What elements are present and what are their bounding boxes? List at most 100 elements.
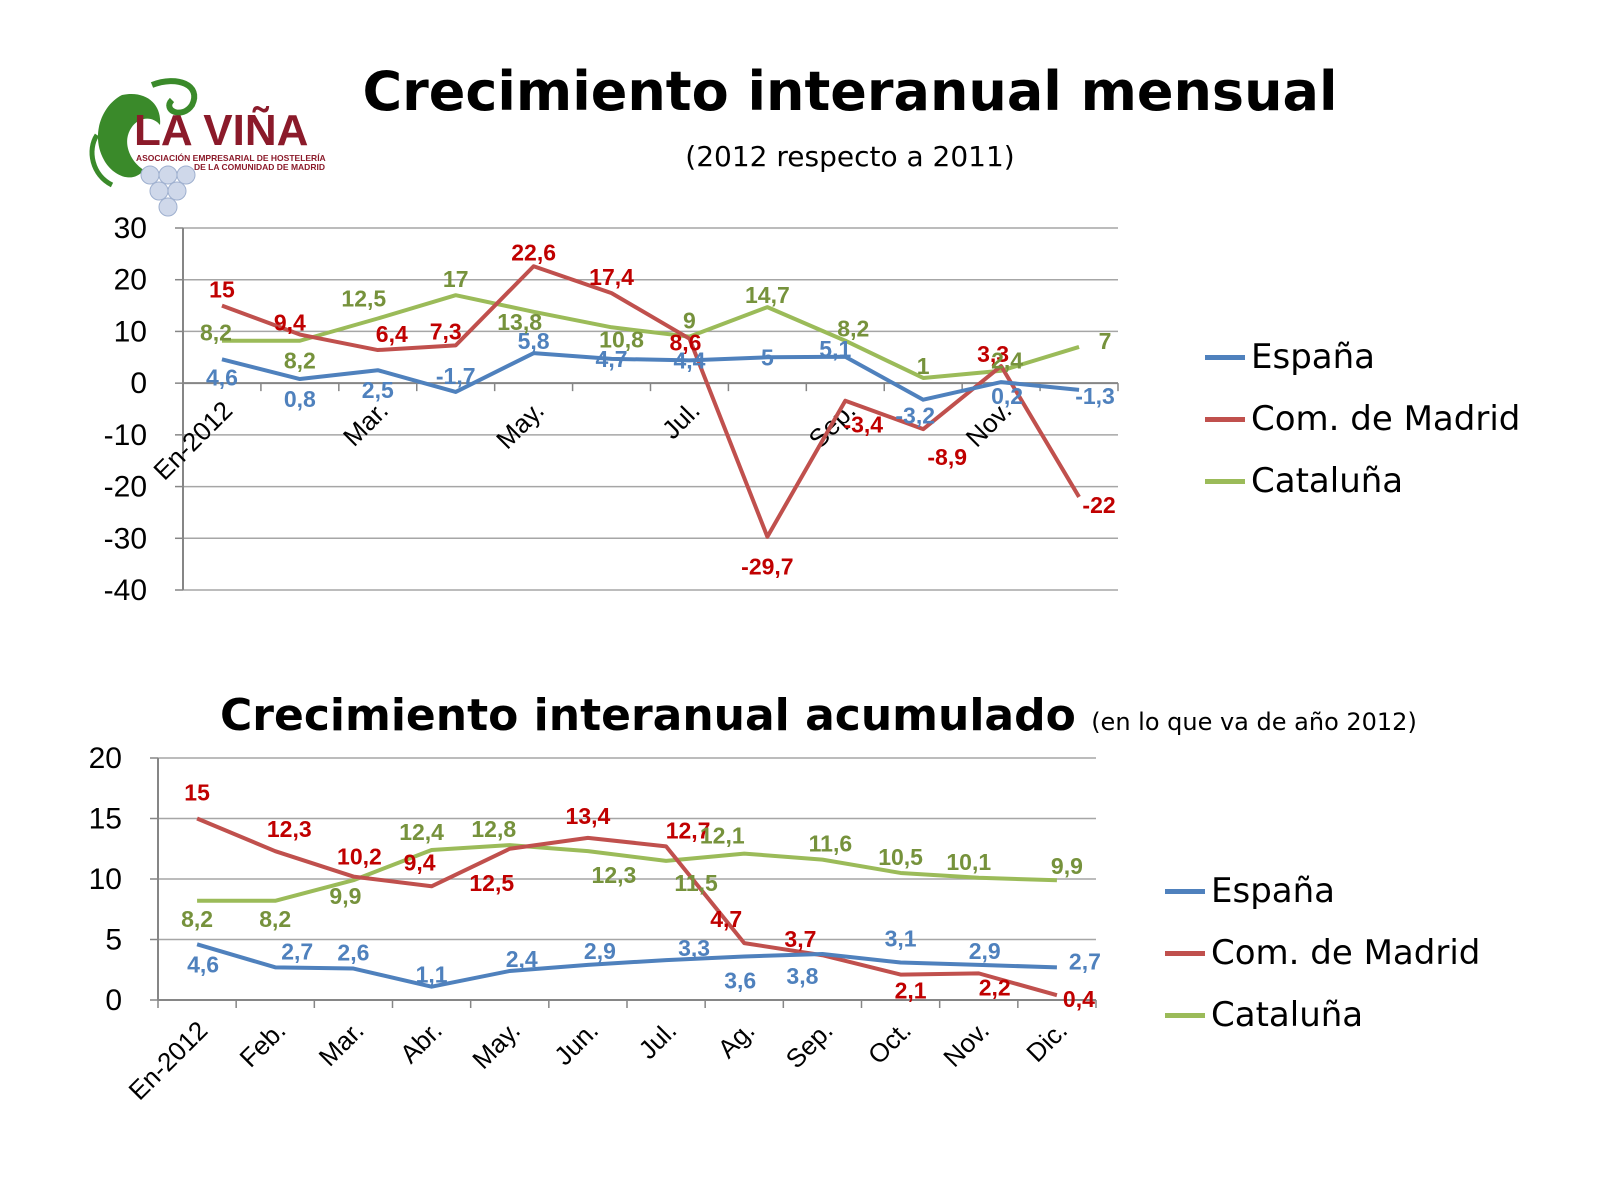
- data-label-madrid: 8,6: [669, 330, 701, 356]
- data-label-cataluna: 14,7: [745, 282, 790, 308]
- legend-item-cataluna: Cataluña: [1165, 984, 1480, 1046]
- x-tick-label: Ag.: [712, 1015, 761, 1064]
- data-label-cataluna: 13,8: [497, 309, 542, 335]
- legend-label: España: [1251, 337, 1375, 377]
- y-tick-label: 5: [105, 924, 122, 957]
- data-label-madrid: 10,2: [337, 844, 382, 870]
- legend-swatch: [1165, 1012, 1205, 1018]
- x-tick-label: May.: [466, 1015, 526, 1075]
- data-label-madrid: 4,7: [710, 906, 742, 932]
- x-tick-label: Jun.: [548, 1015, 604, 1071]
- data-label-espana: 4,6: [206, 364, 238, 390]
- chart2-subtitle: (en lo que va de año 2012): [1091, 708, 1417, 736]
- legend-item-espana: España: [1205, 326, 1520, 388]
- x-tick-label: Sep.: [780, 1015, 839, 1074]
- data-label-madrid: 13,4: [566, 803, 611, 829]
- data-label-espana: 5: [761, 344, 774, 370]
- x-tick-label: Mar.: [313, 1015, 370, 1072]
- data-label-madrid: 0,4: [1063, 986, 1095, 1012]
- x-tick-label: En-2012: [123, 1015, 214, 1106]
- x-tick-label: Jul.: [632, 1015, 682, 1065]
- data-label-espana: -1,7: [436, 363, 476, 389]
- legend-swatch: [1165, 950, 1205, 956]
- series-line-madrid: [221, 264, 1081, 539]
- y-tick-label: -10: [104, 419, 147, 452]
- y-tick-label: 15: [89, 803, 122, 836]
- grapes-icon: [140, 165, 196, 217]
- data-label-cataluna: 8,2: [181, 906, 213, 932]
- chart2-title-row: Crecimiento interanual acumulado (en lo …: [220, 690, 1417, 741]
- y-tick-label: -40: [104, 574, 147, 607]
- data-label-madrid: -8,9: [927, 444, 967, 470]
- data-label-cataluna: 8,2: [284, 348, 316, 374]
- data-label-espana: 2,9: [584, 938, 616, 964]
- data-label-madrid: 12,3: [267, 816, 312, 842]
- data-label-cataluna: 12,4: [399, 819, 444, 845]
- data-label-madrid: 2,2: [979, 974, 1011, 1000]
- data-label-cataluna: 7: [1099, 328, 1112, 354]
- data-label-espana: 2,6: [337, 940, 369, 966]
- data-label-espana: 1,1: [416, 962, 448, 988]
- data-label-madrid: 9,4: [274, 310, 306, 336]
- x-tick-label: Dic.: [1020, 1015, 1073, 1068]
- la-vina-logo: LA VIÑA ASOCIACIÓN EMPRESARIAL DE HOSTEL…: [89, 78, 326, 217]
- data-label-cataluna: 8,2: [837, 316, 869, 342]
- legend-label: Cataluña: [1211, 995, 1364, 1035]
- y-tick-label: -30: [104, 522, 147, 555]
- data-label-espana: -3,2: [895, 403, 935, 429]
- data-label-madrid: 12,7: [666, 817, 711, 843]
- data-label-espana: 2,5: [362, 377, 394, 403]
- data-label-espana: 2,9: [969, 938, 1001, 964]
- legend-swatch: [1205, 416, 1245, 422]
- series-line-madrid: [196, 816, 1058, 998]
- data-label-cataluna: 10,5: [878, 844, 923, 870]
- data-label-madrid: -22: [1082, 492, 1115, 518]
- y-tick-label: -20: [104, 471, 147, 504]
- data-label-madrid: 6,4: [376, 321, 408, 347]
- y-tick-label: 20: [89, 742, 122, 775]
- data-label-madrid: 12,5: [469, 870, 514, 896]
- data-label-espana: 4,6: [187, 951, 219, 977]
- data-label-cataluna: 12,5: [341, 286, 386, 312]
- series-line-cataluna: [197, 843, 1057, 903]
- data-label-espana: 2,4: [506, 946, 538, 972]
- data-label-espana: 2,7: [1069, 948, 1101, 974]
- data-label-madrid: 3,7: [784, 926, 816, 952]
- legend-label: Com. de Madrid: [1251, 399, 1521, 439]
- data-label-cataluna: 2,4: [991, 348, 1023, 374]
- data-label-espana: 3,6: [724, 967, 756, 993]
- data-label-espana: 0,8: [284, 386, 316, 412]
- legend-swatch: [1205, 354, 1245, 360]
- data-label-madrid: 2,1: [895, 978, 927, 1004]
- data-label-madrid: 3,3: [977, 341, 1009, 367]
- data-label-cataluna: 12,3: [592, 862, 637, 888]
- data-label-cataluna: 10,1: [946, 849, 991, 875]
- y-tick-label: 0: [105, 984, 122, 1017]
- data-label-madrid: -3,4: [843, 412, 883, 438]
- data-label-cataluna: 9,9: [329, 883, 361, 909]
- logo-name: LA VIÑA: [134, 105, 308, 155]
- y-tick-label: 10: [114, 315, 147, 348]
- data-label-cataluna: 9: [683, 308, 696, 334]
- legend-swatch: [1165, 888, 1205, 894]
- data-label-cataluna: 8,2: [259, 906, 291, 932]
- data-label-cataluna: 1: [917, 353, 930, 379]
- data-label-espana: 5,1: [819, 336, 851, 362]
- vine-leaf-icon: [97, 94, 161, 178]
- data-label-espana: 3,3: [678, 935, 710, 961]
- x-tick-label: Feb.: [233, 1015, 291, 1073]
- data-label-madrid: -29,7: [741, 554, 793, 580]
- data-label-madrid: 15: [209, 277, 235, 303]
- data-label-cataluna: 9,9: [1051, 853, 1083, 879]
- chart1-subtitle: (2012 respecto a 2011): [685, 140, 1015, 173]
- legend-swatch: [1205, 478, 1245, 484]
- legend-label: España: [1211, 871, 1335, 911]
- data-label-cataluna: 11,6: [809, 831, 853, 857]
- series-line-cataluna: [221, 293, 1080, 380]
- logo-tagline-1: ASOCIACIÓN EMPRESARIAL DE HOSTELERÍA: [136, 152, 326, 163]
- data-label-espana: 5,8: [518, 328, 550, 354]
- y-tick-label: 10: [89, 863, 122, 896]
- data-label-espana: -1,3: [1075, 383, 1115, 409]
- data-label-madrid: 7,3: [430, 318, 462, 344]
